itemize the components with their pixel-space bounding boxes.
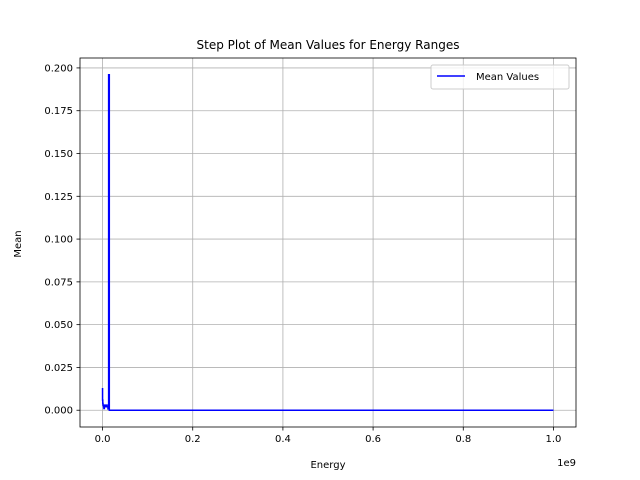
x-tick-label: 0.0	[95, 434, 111, 445]
chart-title: Step Plot of Mean Values for Energy Rang…	[197, 38, 460, 52]
y-tick-label: 0.075	[44, 277, 73, 288]
legend: Mean Values	[430, 64, 570, 90]
grid-lines	[80, 58, 576, 427]
x-axis-offset-label: 1e9	[557, 458, 576, 469]
y-tick-label: 0.050	[44, 320, 73, 331]
y-tick-label: 0.100	[44, 235, 73, 246]
y-tick-label: 0.125	[44, 192, 73, 203]
x-tick-label: 0.4	[275, 434, 291, 445]
x-axis-label: Energy	[310, 460, 345, 471]
y-tick-label: 0.150	[44, 149, 73, 160]
axes-frame	[79, 57, 577, 428]
series-layer	[101, 74, 554, 411]
x-axis-ticks: 0.0 0.2 0.4 0.6 0.8 1.0	[95, 427, 562, 445]
y-tick-label: 0.175	[44, 106, 73, 117]
series-line-mean-values	[101, 74, 554, 411]
x-tick-label: 0.2	[185, 434, 201, 445]
y-tick-label: 0.000	[44, 406, 73, 417]
x-tick-label: 0.6	[365, 434, 381, 445]
y-tick-label: 0.200	[44, 63, 73, 74]
y-axis-ticks: 0.000 0.025 0.050 0.075 0.100 0.125 0.150 0.175…	[44, 63, 80, 417]
x-tick-label: 0.8	[455, 434, 471, 445]
y-tick-label: 0.025	[44, 363, 73, 374]
legend-box	[430, 64, 570, 90]
legend-label-mean-values: Mean Values	[476, 72, 539, 83]
y-axis-label: Mean	[13, 230, 24, 257]
x-tick-label: 1.0	[546, 434, 562, 445]
